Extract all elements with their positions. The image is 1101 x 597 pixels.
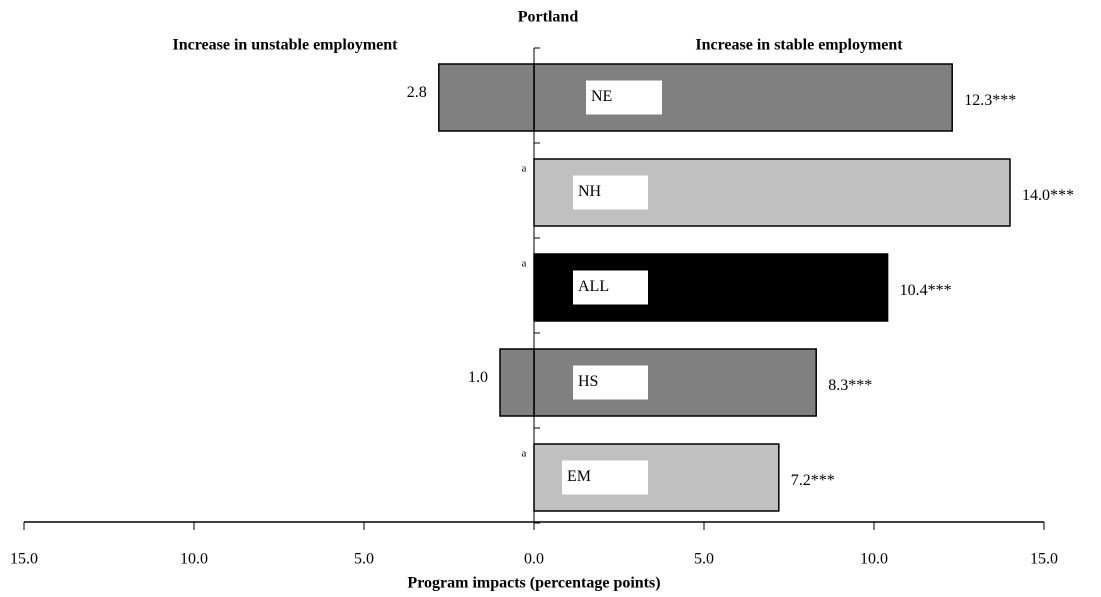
x-axis-title: Program impacts (percentage points) — [407, 575, 660, 592]
x-tick-label: 10.0 — [180, 551, 208, 568]
x-tick-label: 0.0 — [524, 551, 544, 568]
value-label: 10.4*** — [900, 282, 952, 299]
category-label-box — [586, 80, 662, 115]
value-label: a — [522, 448, 527, 460]
x-tick-label: 15.0 — [10, 551, 38, 568]
chart-title: Portland — [518, 9, 579, 26]
category-label-box — [573, 175, 648, 210]
value-label: a — [522, 258, 527, 270]
x-tick-label: 15.0 — [1030, 551, 1058, 568]
bar — [499, 348, 535, 417]
x-tick-label: 5.0 — [354, 551, 374, 568]
category-label: NH — [578, 183, 602, 200]
x-tick-label: 10.0 — [860, 551, 888, 568]
bar — [438, 63, 535, 132]
value-label: 2.8 — [407, 84, 427, 101]
category-label-box — [573, 365, 648, 400]
value-label: 7.2*** — [791, 472, 835, 489]
x-tick-label: 5.0 — [694, 551, 714, 568]
category-label-box — [562, 460, 648, 495]
category-label: ALL — [578, 278, 609, 295]
value-label: 14.0*** — [1022, 187, 1074, 204]
value-label: 1.0 — [468, 369, 488, 386]
category-label: EM — [567, 468, 591, 485]
value-label: 12.3*** — [964, 92, 1016, 109]
value-label: a — [522, 163, 527, 175]
category-label-box — [573, 270, 648, 305]
right-heading: Increase in stable employment — [695, 37, 903, 54]
category-label: NE — [591, 88, 612, 105]
left-heading: Increase in unstable employment — [172, 37, 398, 54]
value-label: 8.3*** — [828, 377, 872, 394]
category-label: HS — [578, 373, 598, 390]
